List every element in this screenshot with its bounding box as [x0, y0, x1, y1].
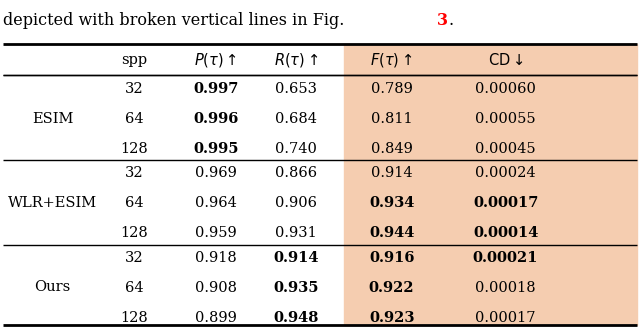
Text: 0.908: 0.908	[195, 281, 237, 295]
Text: 64: 64	[125, 281, 144, 295]
Text: 3: 3	[436, 12, 447, 29]
Text: 0.996: 0.996	[193, 112, 238, 126]
Text: 0.944: 0.944	[369, 226, 414, 241]
Text: $\mathrm{CD}$$\downarrow$: $\mathrm{CD}$$\downarrow$	[488, 52, 524, 68]
Text: 0.923: 0.923	[369, 311, 415, 325]
Text: 0.866: 0.866	[275, 166, 317, 180]
Text: 0.931: 0.931	[275, 226, 317, 241]
Text: 0.959: 0.959	[195, 226, 237, 241]
Text: 0.995: 0.995	[193, 142, 239, 156]
Text: 0.789: 0.789	[371, 82, 413, 96]
Text: 0.906: 0.906	[275, 196, 317, 210]
Text: 0.849: 0.849	[371, 142, 413, 156]
Text: 0.935: 0.935	[273, 281, 319, 295]
Text: 0.934: 0.934	[369, 196, 414, 210]
Text: 0.00060: 0.00060	[475, 82, 536, 96]
Text: 0.922: 0.922	[369, 281, 415, 295]
Text: 32: 32	[125, 251, 144, 265]
Text: 0.00021: 0.00021	[473, 251, 538, 265]
Text: 128: 128	[120, 226, 148, 241]
Text: 0.00024: 0.00024	[476, 166, 536, 180]
Text: 0.899: 0.899	[195, 311, 237, 325]
Text: $R(\tau)$$\uparrow$: $R(\tau)$$\uparrow$	[274, 51, 319, 69]
Text: 0.918: 0.918	[195, 251, 237, 265]
Text: 0.969: 0.969	[195, 166, 237, 180]
Text: 0.00017: 0.00017	[476, 311, 536, 325]
Text: 0.997: 0.997	[193, 82, 238, 96]
Text: $F(\tau)$$\uparrow$: $F(\tau)$$\uparrow$	[371, 51, 413, 69]
Text: 64: 64	[125, 196, 144, 210]
Text: $P(\tau)$$\uparrow$: $P(\tau)$$\uparrow$	[194, 51, 237, 69]
Text: ESIM: ESIM	[32, 112, 73, 126]
Text: 0.00014: 0.00014	[473, 226, 538, 241]
Text: .: .	[448, 12, 453, 29]
Text: 0.00018: 0.00018	[476, 281, 536, 295]
Text: 0.948: 0.948	[274, 311, 319, 325]
Text: 0.684: 0.684	[275, 112, 317, 126]
Text: WLR+ESIM: WLR+ESIM	[8, 196, 97, 210]
Text: 128: 128	[120, 142, 148, 156]
Text: depicted with broken vertical lines in Fig.: depicted with broken vertical lines in F…	[3, 12, 349, 29]
Text: 0.00017: 0.00017	[473, 196, 538, 210]
Text: 128: 128	[120, 311, 148, 325]
Text: Ours: Ours	[35, 280, 70, 294]
Text: 64: 64	[125, 112, 144, 126]
Text: spp: spp	[122, 53, 147, 67]
Text: 0.916: 0.916	[369, 251, 415, 265]
Text: 32: 32	[125, 166, 144, 180]
Text: 32: 32	[125, 82, 144, 96]
Text: 0.811: 0.811	[371, 112, 413, 126]
Text: 0.00045: 0.00045	[476, 142, 536, 156]
Text: 0.740: 0.740	[275, 142, 317, 156]
Text: 0.00055: 0.00055	[476, 112, 536, 126]
Text: 0.653: 0.653	[275, 82, 317, 96]
Text: 0.964: 0.964	[195, 196, 237, 210]
Text: 0.914: 0.914	[371, 166, 413, 180]
Text: 0.914: 0.914	[273, 251, 319, 265]
